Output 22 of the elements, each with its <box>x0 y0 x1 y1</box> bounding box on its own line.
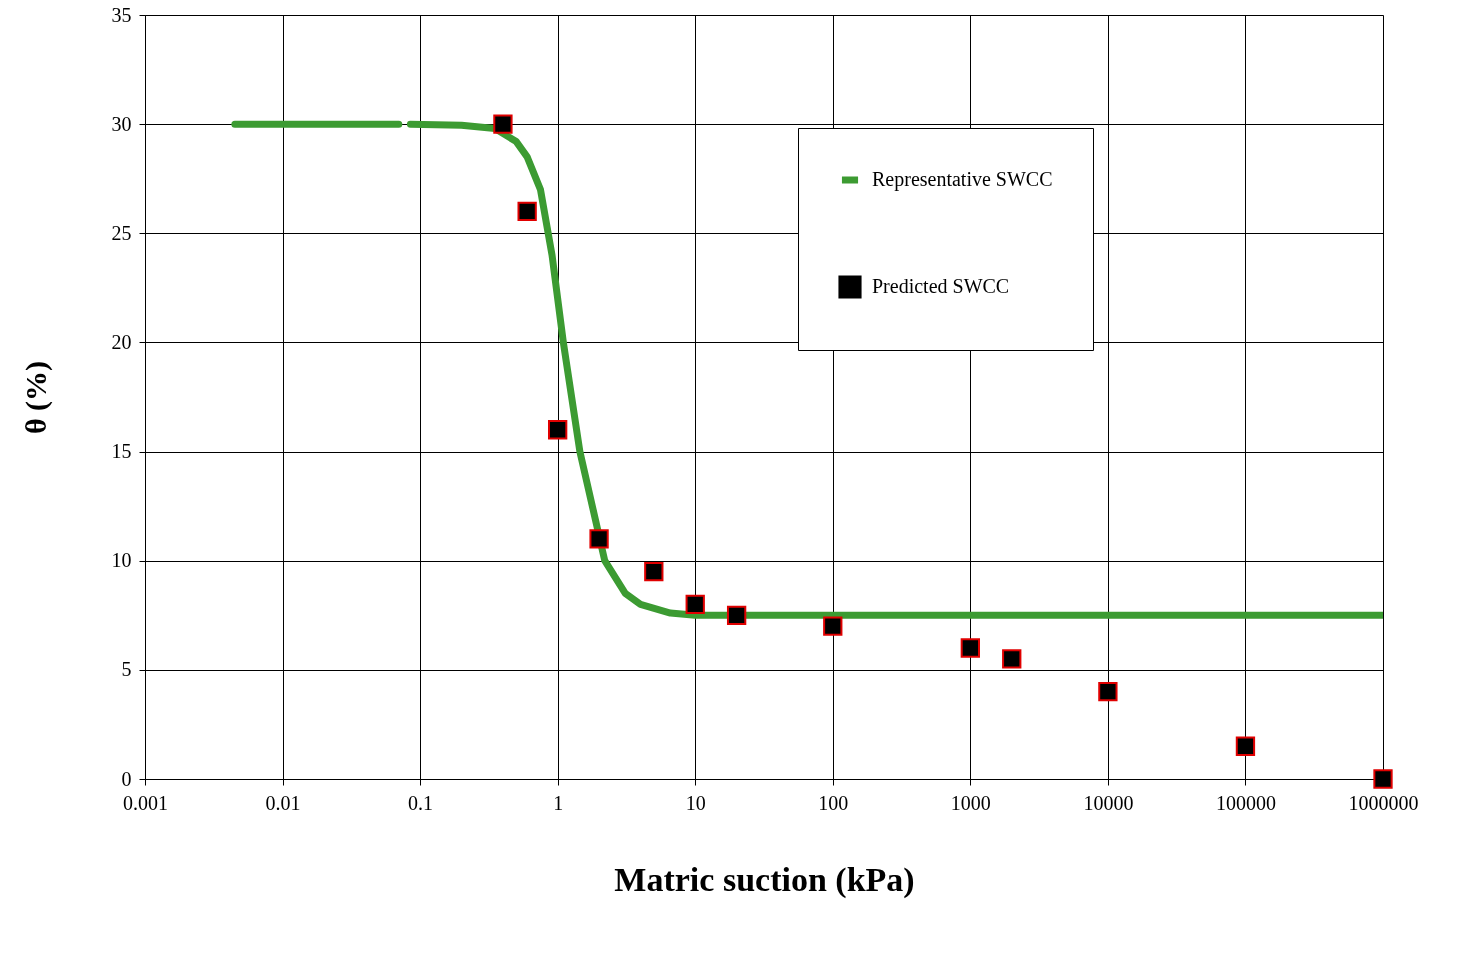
y-tick-label: 25 <box>111 221 132 244</box>
x-tick-label: 10 <box>685 791 706 814</box>
legend-label: Representative SWCC <box>872 168 1053 191</box>
x-tick-label: 10000 <box>1083 791 1134 814</box>
y-tick-label: 15 <box>111 440 132 463</box>
x-tick-label: 1000000 <box>1348 791 1419 814</box>
y-tick-label: 20 <box>111 330 132 353</box>
x-axis-title: Matric suction (kPa) <box>614 860 915 899</box>
x-tick-label: 100 <box>818 791 849 814</box>
y-tick-label: 10 <box>111 549 132 572</box>
y-tick-label: 30 <box>111 112 132 135</box>
x-tick-label: 0.001 <box>123 791 168 814</box>
x-tick-label: 0.1 <box>408 791 434 814</box>
y-tick-label: 35 <box>111 3 132 26</box>
x-tick-label: 1 <box>553 791 564 814</box>
y-tick-label: 5 <box>121 658 132 681</box>
y-axis-title: θ (%) <box>18 360 53 435</box>
x-tick-label: 1000 <box>950 791 991 814</box>
y-tick-label: 0 <box>121 767 132 790</box>
x-tick-label: 100000 <box>1215 791 1276 814</box>
legend-label: Predicted SWCC <box>872 275 1010 297</box>
x-tick-label: 0.01 <box>265 791 301 814</box>
